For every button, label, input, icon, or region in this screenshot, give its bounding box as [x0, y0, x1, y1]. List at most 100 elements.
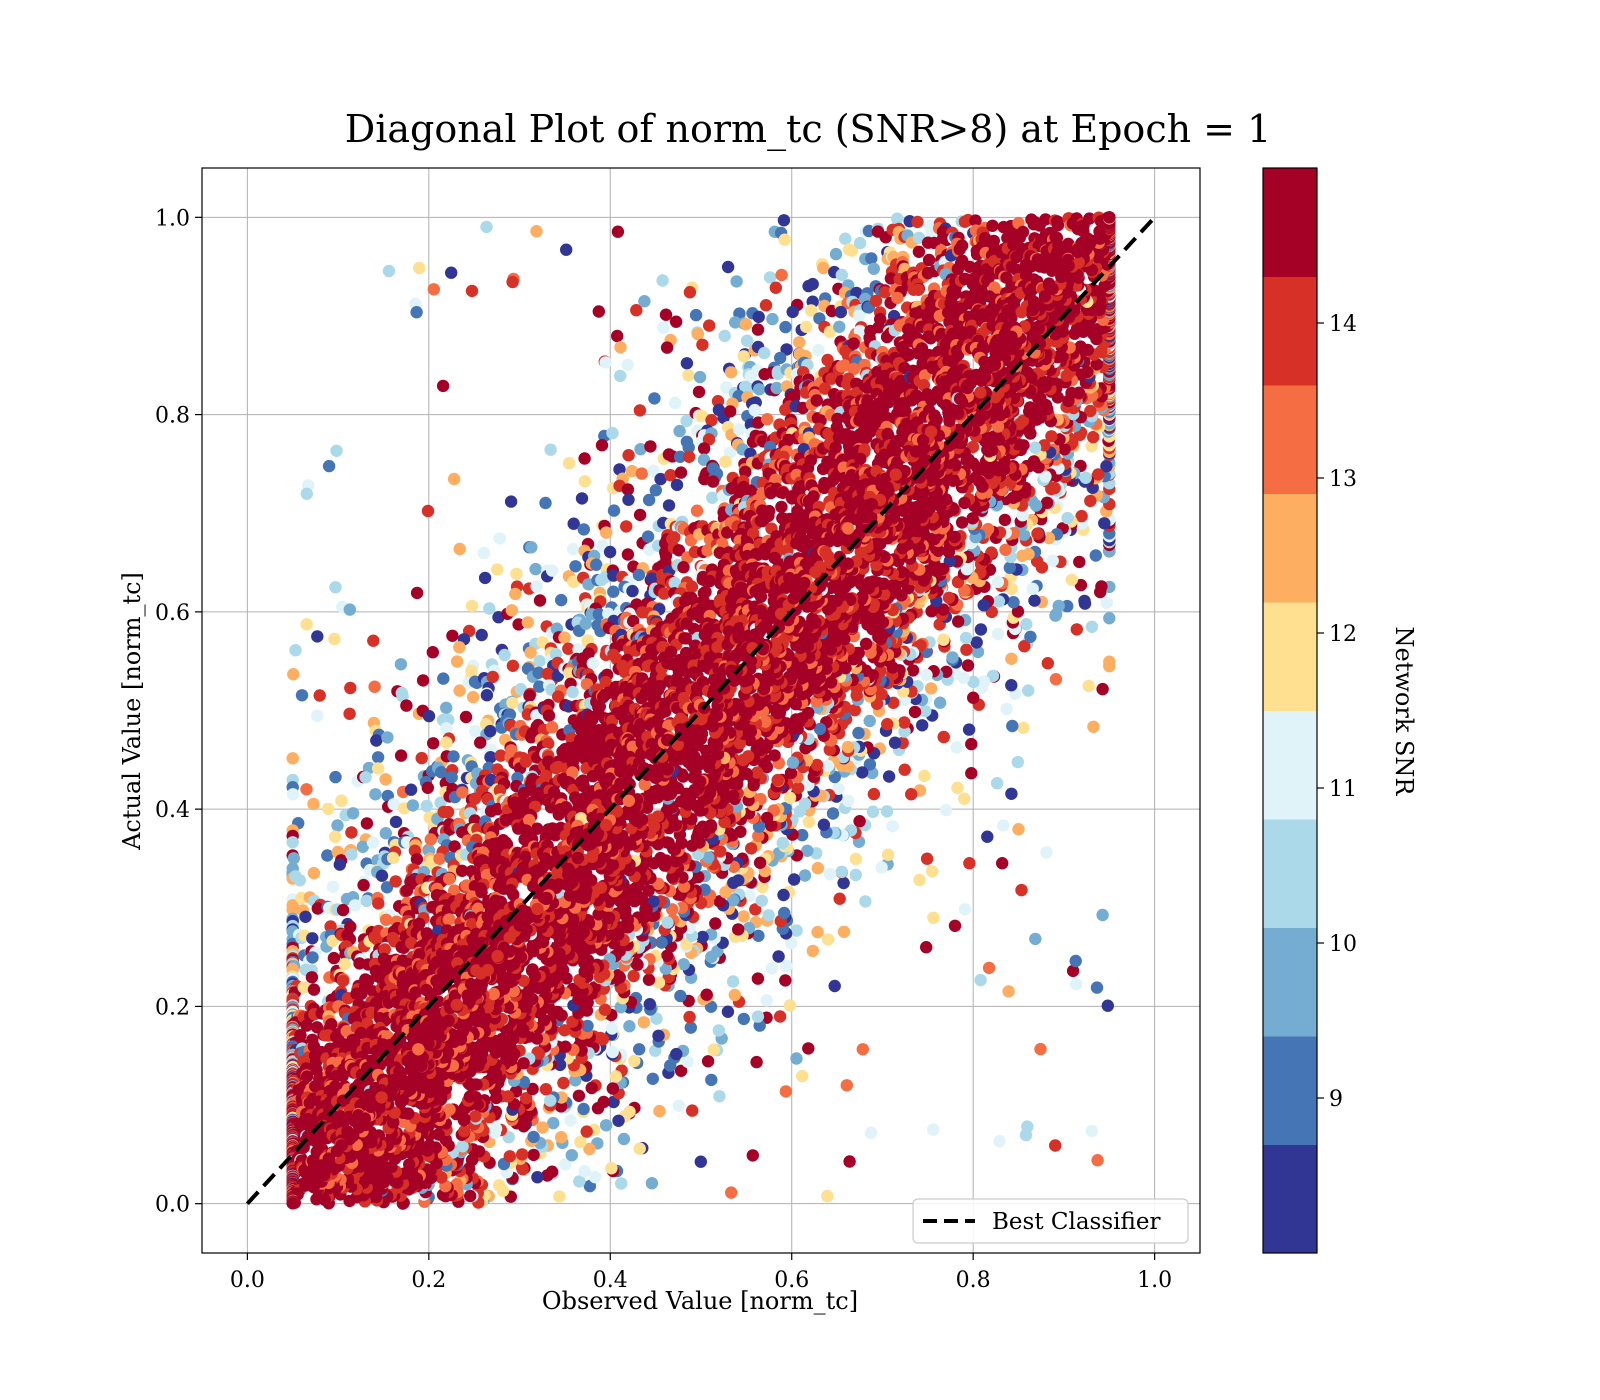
scatter-point — [605, 1022, 619, 1035]
scatter-point — [375, 869, 389, 882]
scatter-point — [345, 848, 358, 861]
scatter-point — [650, 1012, 663, 1025]
scatter-point — [753, 383, 766, 396]
scatter-point — [912, 231, 926, 244]
scatter-point — [967, 675, 980, 689]
scatter-point — [960, 643, 973, 656]
scatter-point — [766, 312, 779, 326]
scatter-point — [657, 321, 670, 334]
scatter-point — [970, 636, 983, 649]
scatter-point — [469, 724, 482, 738]
scatter-point — [1075, 509, 1088, 523]
scatter-point — [922, 253, 936, 267]
scatter-point — [867, 787, 881, 801]
scatter-point — [590, 558, 603, 571]
scatter-point — [802, 1042, 815, 1055]
scatter-point — [357, 878, 370, 892]
scatter-point — [771, 773, 784, 787]
scatter-point — [344, 681, 357, 695]
scatter-point — [427, 283, 440, 296]
scatter-point — [1028, 594, 1041, 607]
scatter-point — [713, 895, 726, 908]
scatter-point — [307, 983, 321, 996]
scatter-point — [694, 1155, 707, 1168]
scatter-point — [779, 320, 792, 334]
scatter-point — [426, 646, 439, 659]
scatter-point — [993, 1135, 1006, 1148]
scatter-point — [437, 672, 450, 685]
scatter-point — [562, 457, 576, 470]
scatter-point — [440, 701, 453, 714]
scatter-point — [329, 770, 342, 784]
scatter-point — [369, 788, 382, 801]
scatter-point — [360, 817, 374, 830]
scatter-point — [847, 337, 860, 350]
scatter-point — [737, 350, 750, 363]
scatter-point — [697, 453, 711, 466]
scatter-point — [659, 962, 672, 975]
scatter-point — [920, 852, 934, 865]
scatter-point — [286, 903, 299, 917]
scatter-point — [784, 936, 798, 950]
scatter-point — [750, 1055, 763, 1069]
scatter-point — [1100, 596, 1114, 610]
scatter-point — [394, 749, 408, 762]
scatter-point — [642, 973, 656, 986]
scatter-point — [477, 546, 491, 560]
scatter-point — [605, 1162, 618, 1175]
scatter-point — [772, 950, 785, 963]
scatter-point — [1087, 430, 1100, 444]
scatter-point — [346, 807, 360, 820]
scatter-point — [635, 467, 648, 480]
scatter-point — [786, 756, 800, 769]
scatter-point — [891, 291, 904, 305]
scatter-point — [433, 852, 446, 865]
scatter-point — [863, 758, 877, 771]
scatter-point — [539, 1083, 553, 1096]
scatter-point — [752, 310, 765, 324]
scatter-point — [965, 737, 978, 751]
scatter-point — [762, 509, 775, 523]
scatter-point — [453, 641, 466, 654]
scatter-point — [1006, 719, 1019, 733]
scatter-point — [621, 548, 635, 561]
scatter-point — [445, 771, 458, 784]
scatter-point — [793, 336, 806, 349]
scatter-point — [821, 1189, 834, 1203]
scatter-point — [567, 575, 580, 588]
scatter-point — [366, 836, 380, 849]
scatter-point — [965, 767, 978, 780]
scatter-point — [777, 888, 790, 902]
scatter-point — [633, 1142, 646, 1155]
scatter-point — [971, 645, 985, 659]
scatter-point — [709, 917, 722, 930]
scatter-point — [823, 325, 837, 338]
scatter-point — [531, 1171, 544, 1184]
scatter-point — [986, 219, 999, 232]
scatter-point — [920, 668, 933, 682]
scatter-point — [536, 1121, 549, 1134]
scatter-point — [674, 466, 688, 479]
scatter-point — [574, 1135, 587, 1149]
scatter-point — [806, 277, 819, 291]
scatter-point — [532, 666, 545, 679]
scatter-point — [504, 495, 518, 508]
scatter-point — [599, 356, 612, 369]
scatter-point — [389, 815, 403, 829]
scatter-point — [300, 783, 313, 796]
scatter-point — [962, 723, 976, 736]
scatter-point — [833, 320, 846, 333]
scatter-point — [802, 815, 816, 829]
scatter-point — [1007, 596, 1020, 609]
scatter-point — [484, 724, 497, 738]
scatter-point — [811, 861, 824, 875]
scatter-point — [1085, 1124, 1099, 1138]
scatter-point — [751, 1010, 765, 1023]
scatter-point — [719, 886, 732, 899]
scatter-point — [623, 1019, 636, 1033]
scatter-point — [583, 1142, 596, 1156]
scatter-point — [647, 464, 660, 477]
scatter-point — [730, 275, 743, 288]
scatter-point — [599, 1119, 613, 1132]
scatter-point — [898, 716, 911, 729]
